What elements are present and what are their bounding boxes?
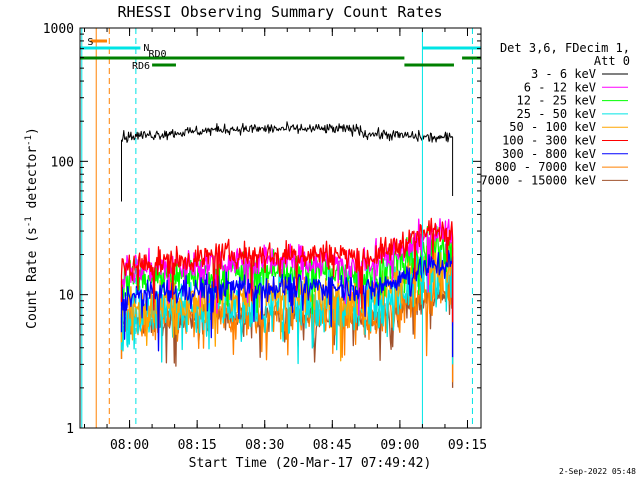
series-line-5 (120, 217, 454, 323)
legend-label-5: 100 - 300 keV (502, 134, 596, 148)
y-tick-label-0: 1 (66, 422, 74, 437)
x-tick-label-4: 09:00 (380, 438, 419, 453)
legend-label-0: 3 - 6 keV (531, 67, 596, 81)
x-tick-label-3: 08:45 (313, 438, 352, 453)
legend-label-3: 25 - 50 keV (517, 107, 596, 121)
x-tick-label-0: 08:00 (110, 438, 149, 453)
legend-label-6: 300 - 800 keV (502, 147, 596, 161)
legend-label-2: 12 - 25 keV (517, 94, 596, 108)
x-tick-label-1: 08:15 (178, 438, 217, 453)
legend-label-8: 7000 - 15000 keV (480, 173, 596, 187)
x-axis-label: Start Time (20-Mar-17 07:49:42) (189, 456, 432, 471)
time-bar-label-5: RD6 (132, 61, 150, 72)
series-line-0 (121, 121, 454, 202)
time-bar-label-1: N (143, 43, 149, 54)
series-line-6 (120, 250, 454, 358)
series-layer (120, 121, 454, 388)
y-axis-label: Count Rate (s-1 detector-1) (24, 127, 40, 329)
legend-title-line1: Det 3,6, FDecim 1, (500, 41, 630, 55)
y-tick-label-3: 1000 (43, 22, 74, 37)
x-tick-label-2: 08:30 (245, 438, 284, 453)
footer-date: 2-Sep-2022 05:48 (559, 467, 636, 476)
legend-label-4: 50 - 100 keV (509, 120, 596, 134)
time-bar-label-0: S (87, 37, 93, 48)
legend-label-1: 6 - 12 keV (524, 80, 596, 94)
time-bar-label-3: RD0 (148, 49, 166, 60)
legend-title-line2: Att 0 (594, 54, 630, 68)
x-tick-label-5: 09:15 (448, 438, 487, 453)
chart-title: RHESSI Observing Summary Count Rates (117, 3, 442, 21)
plot-frame (79, 27, 482, 429)
legend-label-7: 800 - 7000 keV (495, 160, 596, 174)
y-tick-label-2: 100 (51, 155, 74, 170)
y-tick-label-1: 10 (58, 289, 74, 304)
axis-layer: 08:00 08:15 08:30 08:45 09:00 09:15 1 10 100 1000 (43, 22, 487, 453)
